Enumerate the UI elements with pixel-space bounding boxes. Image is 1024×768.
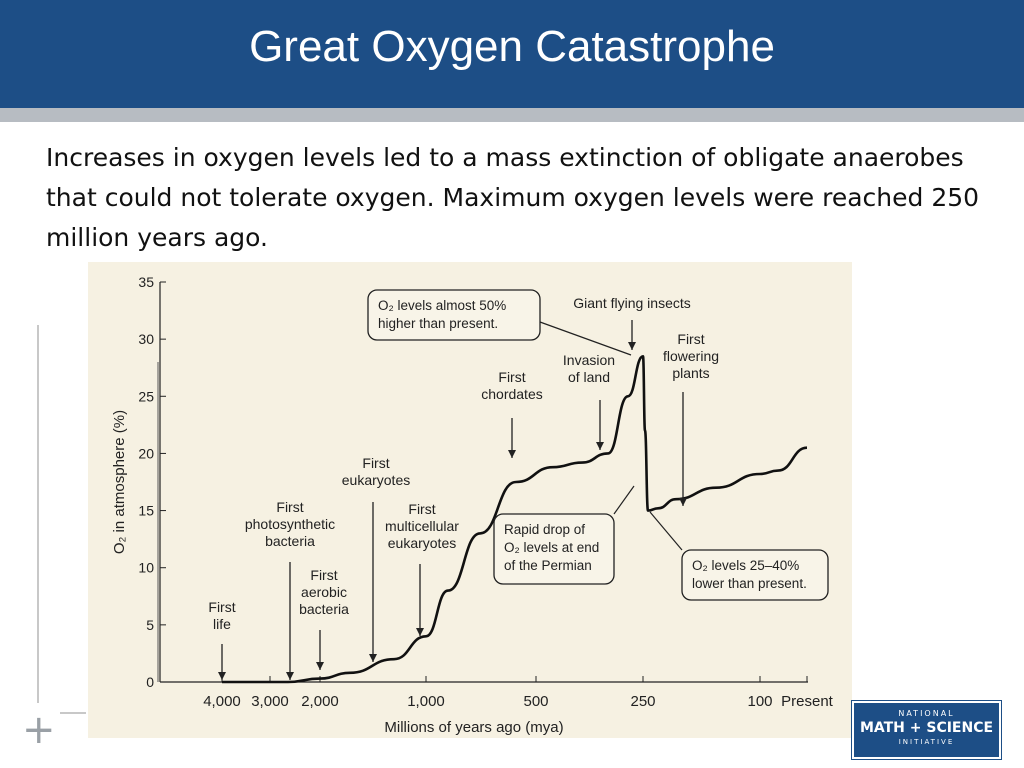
x-tick-label: 1,000 [407, 693, 445, 710]
y-tick-label: 20 [138, 445, 154, 461]
annotation-text: Invasion [563, 352, 615, 368]
y-tick-label: 10 [138, 560, 154, 576]
annotation-arrowhead [218, 672, 226, 680]
annotation-text: First [677, 331, 704, 347]
y-tick-label: 30 [138, 331, 154, 347]
annotation-arrowhead [628, 342, 636, 350]
annotation-arrowhead [416, 628, 424, 636]
x-axis-title: Millions of years ago (mya) [384, 719, 563, 736]
annotation-text: eukaryotes [342, 472, 410, 488]
callout-text: Rapid drop of [504, 522, 585, 537]
annotation-arrowhead [369, 654, 377, 662]
y-tick-label: 35 [138, 274, 154, 290]
callout-text: of the Permian [504, 558, 592, 573]
annotation-text: Giant flying insects [573, 295, 691, 311]
x-tick-label: 500 [523, 693, 548, 710]
chart-background [88, 262, 852, 738]
callout-text: higher than present. [378, 316, 498, 331]
slide-title: Great Oxygen Catastrophe [249, 22, 775, 71]
annotation-text: life [213, 616, 231, 632]
decor-bar [37, 325, 39, 703]
x-tick-label: 3,000 [251, 693, 289, 710]
annotation-text: First [208, 599, 235, 615]
callout-box [493, 513, 615, 585]
callout-text: lower than present. [692, 576, 807, 591]
annotation-text: First [408, 501, 435, 517]
logo-line2: MATH + SCIENCE [859, 720, 994, 736]
logo-line1: NATIONAL [898, 709, 955, 718]
header-band [0, 108, 1024, 122]
x-tick-label: 250 [630, 693, 655, 710]
callout-pointer [539, 321, 632, 356]
annotation-text: First [362, 455, 389, 471]
annotation-text: multicellular [385, 518, 459, 534]
y-tick-label: 0 [146, 674, 154, 690]
annotation-text: First [310, 567, 337, 583]
annotation-arrowhead [679, 498, 687, 506]
annotation-text: of land [568, 369, 610, 385]
annotation-text: aerobic [301, 584, 347, 600]
annotation-arrowhead [508, 450, 516, 458]
y-tick-label: 15 [138, 503, 154, 519]
annotation-text: photosynthetic [245, 516, 335, 532]
callout-pointer [613, 485, 635, 515]
annotation-text: bacteria [299, 601, 349, 617]
callout-text: O₂ levels at end [504, 540, 599, 555]
annotation-arrowhead [286, 672, 294, 680]
plus-icon: + [22, 707, 56, 753]
annotation-arrowhead [316, 662, 324, 670]
x-tick-label: 4,000 [203, 693, 241, 710]
slide-header [0, 0, 1024, 122]
callout-box [681, 549, 829, 601]
callout-pointer [649, 511, 683, 551]
annotation-arrowhead [596, 442, 604, 450]
annotation-text: eukaryotes [388, 535, 456, 551]
callout-text: O₂ levels almost 50% [378, 298, 506, 313]
callout-text: O₂ levels 25–40% [692, 558, 799, 573]
x-tick-label: Present [781, 693, 834, 710]
y-tick-label: 5 [146, 617, 154, 633]
intro-text: Increases in oxygen levels led to a mass… [46, 143, 980, 252]
logo-line3: INITIATIVE [898, 738, 955, 746]
minus-icon [60, 712, 86, 714]
annotation-text: plants [672, 365, 709, 381]
callout-box [367, 289, 541, 341]
annotation-text: chordates [481, 386, 542, 402]
oxygen-chart: 0 5 10 15 20 25 30 35 4,000 3,000 2,000 1,000 500 250… [88, 262, 852, 738]
y-tick-label: 25 [138, 388, 154, 404]
annotation-text: bacteria [265, 533, 315, 549]
nmsi-logo: NATIONAL MATH + SCIENCE INITIATIVE [852, 701, 1001, 759]
annotation-text: First [276, 499, 303, 515]
x-tick-label: 100 [747, 693, 772, 710]
y-axis-title: O₂ in atmosphere (%) [111, 410, 128, 554]
x-tick-label: 2,000 [301, 693, 339, 710]
annotation-text: flowering [663, 348, 719, 364]
annotation-text: First [498, 369, 525, 385]
